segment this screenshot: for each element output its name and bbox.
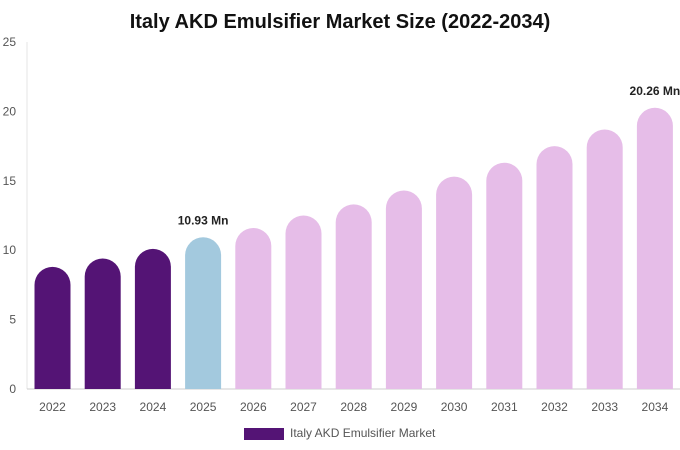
bar-2028[interactable] — [335, 204, 372, 389]
data-label: 10.93 Mn — [178, 213, 229, 227]
bar-2032[interactable] — [536, 146, 573, 389]
x-tick-label: 2030 — [441, 400, 468, 414]
bar-2026[interactable] — [235, 228, 272, 389]
bar-2027[interactable] — [285, 215, 322, 389]
y-tick-label: 5 — [9, 313, 16, 327]
legend[interactable]: Italy AKD Emulsifier Market — [244, 426, 436, 440]
x-tick-label: 2023 — [89, 400, 116, 414]
bar-2029[interactable] — [385, 190, 422, 389]
x-tick-label: 2033 — [591, 400, 618, 414]
annotations: 10.93 Mn 20.26 Mn — [178, 84, 680, 228]
bar-2023[interactable] — [84, 258, 121, 389]
legend-swatch — [244, 428, 284, 440]
bar-2031[interactable] — [486, 162, 523, 389]
x-tick-label: 2024 — [140, 400, 167, 414]
y-tick-label: 0 — [9, 382, 16, 396]
y-tick-label: 25 — [3, 35, 17, 49]
y-tick-label: 10 — [3, 243, 17, 257]
x-tick-label: 2022 — [39, 400, 66, 414]
bar-2024[interactable] — [134, 248, 171, 389]
x-tick-label: 2025 — [190, 400, 217, 414]
x-tick-label: 2027 — [290, 400, 317, 414]
y-tick-label: 15 — [3, 174, 17, 188]
x-tick-label: 2029 — [391, 400, 418, 414]
x-tick-label: 2028 — [340, 400, 367, 414]
bars — [34, 107, 673, 389]
x-tick-label: 2026 — [240, 400, 267, 414]
y-axis-ticks: 0 5 10 15 20 25 — [3, 35, 17, 396]
bar-2033[interactable] — [586, 129, 623, 389]
chart-title: Italy AKD Emulsifier Market Size (2022-2… — [130, 11, 551, 33]
x-tick-label: 2031 — [491, 400, 518, 414]
bar-2025[interactable] — [185, 237, 222, 389]
y-tick-label: 20 — [3, 104, 17, 118]
x-tick-label: 2032 — [541, 400, 568, 414]
bar-2030[interactable] — [436, 176, 473, 389]
x-tick-label: 2034 — [642, 400, 669, 414]
bar-2022[interactable] — [34, 266, 71, 389]
bar-2034[interactable] — [636, 107, 673, 389]
legend-label: Italy AKD Emulsifier Market — [290, 426, 436, 440]
data-label: 20.26 Mn — [630, 84, 680, 98]
x-axis-ticks: 2022 2023 2024 2025 2026 2027 2028 2029 2030 2031… — [39, 400, 668, 414]
